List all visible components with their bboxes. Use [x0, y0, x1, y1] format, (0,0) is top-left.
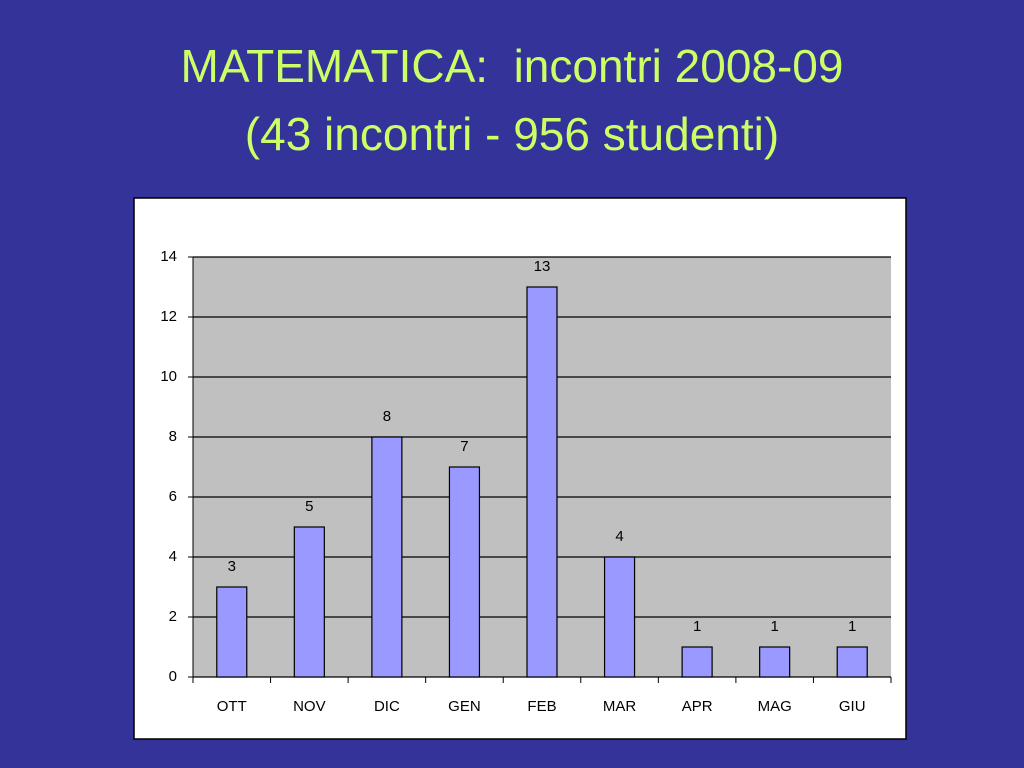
y-tick-label: 2 — [169, 608, 177, 625]
data-label: 13 — [534, 258, 551, 275]
x-tick-label: MAR — [603, 698, 637, 715]
data-label: 1 — [770, 618, 778, 635]
bar — [448, 466, 481, 678]
data-label: 8 — [383, 408, 391, 425]
y-tick-label: 0 — [169, 668, 177, 685]
x-tick-label: NOV — [293, 698, 326, 715]
bar — [216, 586, 248, 678]
data-label: 7 — [460, 438, 468, 455]
x-tick-label: APR — [682, 698, 713, 715]
x-tick-label: GIU — [839, 698, 866, 715]
x-tick-label: MAG — [758, 698, 792, 715]
data-label: 5 — [305, 498, 313, 515]
data-label: 4 — [615, 528, 623, 545]
y-tick-label: 14 — [160, 248, 177, 265]
bar — [526, 286, 558, 678]
chart-title: MATEMATICA: incontri 2008-09 — [181, 40, 844, 92]
bar — [759, 646, 791, 678]
x-tick-label: DIC — [374, 698, 400, 715]
y-tick-label: 6 — [169, 488, 177, 505]
y-tick-label: 10 — [160, 368, 177, 385]
bar — [371, 436, 403, 678]
chart-subtitle: (43 incontri - 956 studenti) — [245, 108, 779, 160]
x-tick-label: GEN — [448, 698, 481, 715]
x-tick-label: FEB — [527, 698, 556, 715]
data-label: 1 — [693, 618, 701, 635]
bar — [293, 526, 325, 678]
y-tick-label: 8 — [169, 428, 177, 445]
data-label: 3 — [228, 558, 236, 575]
bar — [681, 646, 713, 678]
data-label: 1 — [848, 618, 856, 635]
y-tick-label: 4 — [169, 548, 177, 565]
x-tick-label: OTT — [217, 698, 247, 715]
bar — [603, 556, 636, 678]
bar — [836, 646, 868, 678]
y-tick-label: 12 — [160, 308, 177, 325]
